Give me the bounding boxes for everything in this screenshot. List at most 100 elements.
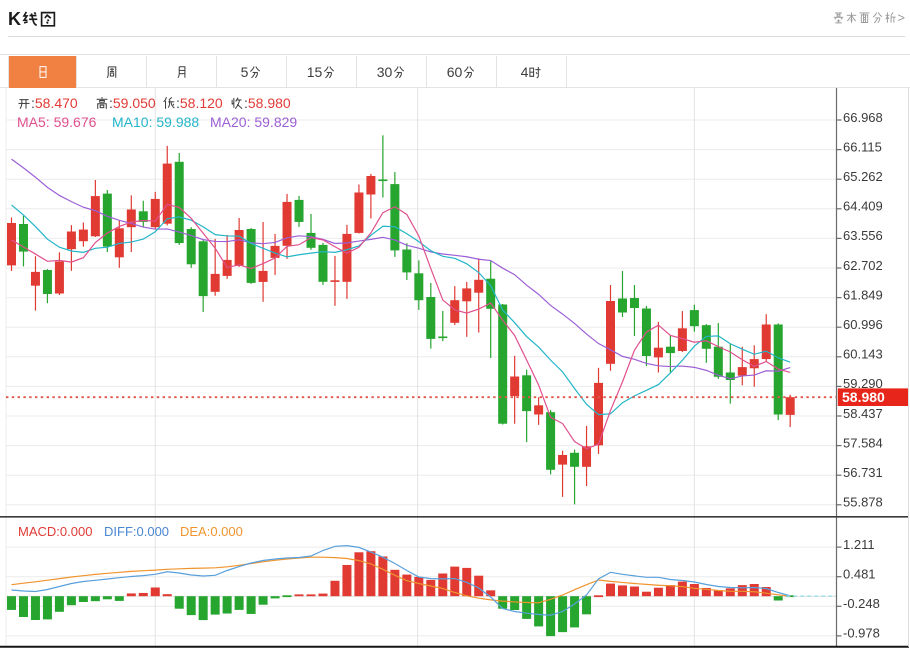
candle-body [402,249,412,273]
quote-open-label: : [17,95,35,111]
last-price-badge-text: 58.980 [842,389,885,405]
candle-body [582,446,592,467]
macd-bar [594,595,604,598]
candle-body [426,297,436,339]
svg-text:61.849: 61.849 [843,287,883,302]
macd-bar [653,587,663,597]
macd-bar [522,596,532,619]
candle-body [90,196,100,237]
candle-body [617,298,627,313]
candle-body [378,179,388,182]
gridlines [5,88,836,647]
header-divider [8,36,905,37]
cjk-glyph-日 [38,66,47,78]
macd-bar [162,594,172,597]
tab-月[interactable] [147,56,217,88]
tab-label: 4 [521,64,543,80]
ma10-line [11,204,791,416]
fundamental-analysis-link[interactable]: > [832,9,905,25]
macd-bar [486,590,496,597]
candle-body [78,229,88,242]
tab-60分[interactable]: 60 [427,56,497,88]
tab-30分[interactable]: 30 [357,56,427,88]
cjk-glyph-分 [250,66,261,79]
tab-label: 5 [241,64,263,80]
cjk-glyph-月 [176,66,185,79]
quote-low-value: 58.120 [179,95,223,111]
cjk-glyph-低 [163,96,175,109]
ma-legend-ma10: MA10: 59.988 [112,113,200,130]
macd-bar [114,596,124,601]
candle-body [653,347,663,358]
candle-body [102,193,112,247]
macd-bar [306,594,316,597]
macd-bar [534,596,544,627]
tab-4时[interactable]: 4 [497,56,567,88]
candle-body [486,278,496,309]
quote-close-value: 58.980 [247,95,291,111]
svg-text:55.878: 55.878 [843,495,883,510]
cjk-glyph-高 [96,97,108,109]
candle-body [7,222,16,266]
candle-body [677,328,687,352]
macd-bar [354,552,364,597]
macd-bar [330,580,340,597]
candle-body [761,324,771,360]
quote-close-label: : [230,95,248,111]
diff-line [11,544,791,616]
svg-text:58.437: 58.437 [843,406,883,421]
macd-bar [677,581,687,597]
macd-bar [414,576,424,597]
candle-body [737,367,747,376]
candle-body [498,304,508,424]
svg-text:0.481: 0.481 [843,567,876,582]
candle-body [18,223,28,252]
quote-open-value: 58.470 [34,95,78,111]
svg-text:64.409: 64.409 [843,199,883,214]
tab-5分[interactable]: 5 [217,56,287,88]
macd-bar [198,596,208,621]
candle-body [354,192,364,233]
macd-bar [54,596,64,612]
ma-legend-ma5: MA5: 59.676 [17,113,97,130]
tab-15分[interactable]: 15 [287,56,357,88]
tab-label [105,65,119,79]
candle-body [342,233,352,282]
candle-body [558,455,568,465]
macd-bar [617,585,627,597]
quote-close: :58.980 [230,95,291,111]
ma20-line [11,158,791,380]
cjk-glyph-面 [859,11,870,23]
svg-text:62.702: 62.702 [843,258,883,273]
macd-bar [366,551,376,597]
candle-body [785,397,795,415]
macd-legend-diff: DIFF:0.000 [104,524,170,539]
candle-body [150,198,160,228]
svg-text:-0.978: -0.978 [843,626,880,641]
macd-bar [186,596,196,616]
dea-line [11,556,791,604]
cjk-glyph-周 [106,66,116,79]
quote-low: :58.120 [162,95,223,111]
macd-bar [42,596,52,620]
tab-周[interactable] [77,56,147,88]
candle-body [258,270,268,282]
macd-bar [510,596,520,610]
tab-日[interactable] [8,56,77,88]
svg-text:-0.248: -0.248 [843,596,880,611]
macd-bar [66,596,76,606]
cjk-glyph-析 [885,11,897,23]
macd-bar [174,596,184,609]
page-title: K [8,8,57,30]
interval-tabbar: 5 15 30 60 4 [0,54,910,88]
macd-bar [138,592,148,597]
candle-body [318,244,328,282]
candle-body [174,161,184,244]
macd-bar [665,585,675,597]
macd-bar [725,588,735,597]
macd-bar [582,596,592,615]
candle-body [570,452,580,467]
macd-bar [390,569,400,597]
macd-bar [78,596,88,603]
